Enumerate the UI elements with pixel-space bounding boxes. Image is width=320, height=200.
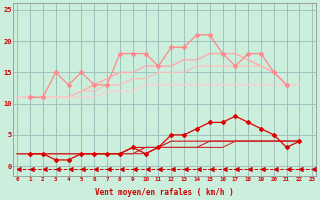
X-axis label: Vent moyen/en rafales ( km/h ): Vent moyen/en rafales ( km/h ) bbox=[95, 188, 234, 197]
